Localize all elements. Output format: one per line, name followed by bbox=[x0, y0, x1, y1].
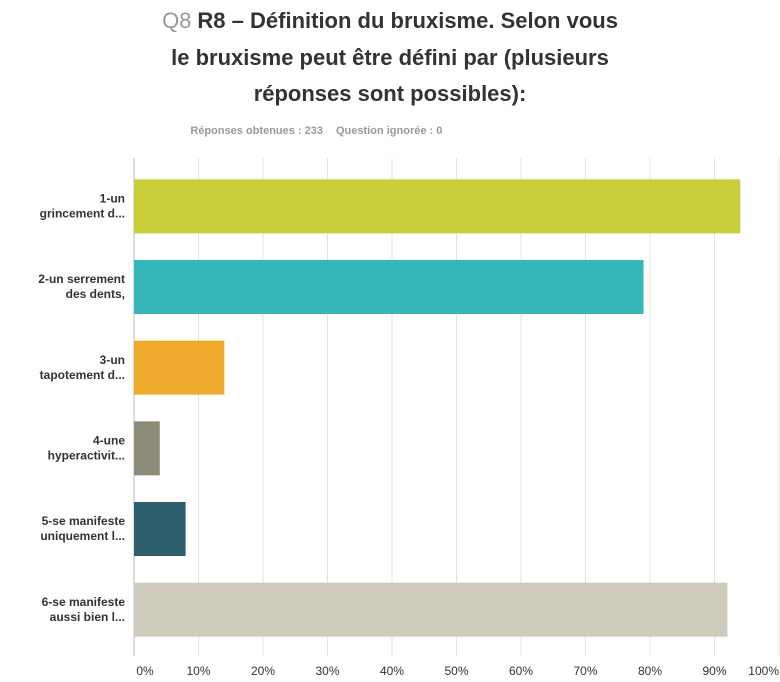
bar bbox=[134, 582, 728, 637]
y-tick-label: uniquement l... bbox=[40, 529, 125, 543]
x-tick-label: 20% bbox=[251, 664, 275, 678]
y-tick-label: 1-un bbox=[100, 192, 125, 206]
x-tick-label: 40% bbox=[380, 664, 404, 678]
subtitle: Réponses obtenues : 233 bbox=[190, 125, 323, 137]
bar bbox=[134, 421, 160, 476]
y-tick-label: 3-un bbox=[100, 353, 125, 367]
y-tick-label: aussi bien l... bbox=[50, 610, 125, 624]
x-tick-label: 80% bbox=[638, 664, 662, 678]
y-tick-label: des dents, bbox=[66, 287, 125, 301]
y-tick-label: grincement d... bbox=[40, 207, 125, 221]
chart-title: Q8 R8 – Définition du bruxisme. Selon vou… bbox=[162, 8, 618, 33]
x-tick-label: 60% bbox=[509, 664, 533, 678]
x-tick-label: 100% bbox=[748, 664, 779, 678]
y-tick-label: 6-se manifeste bbox=[42, 595, 126, 609]
x-tick-label: 50% bbox=[444, 664, 468, 678]
y-tick-label: tapotement d... bbox=[40, 368, 125, 382]
y-tick-label: 5-se manifeste bbox=[42, 514, 126, 528]
bar bbox=[134, 179, 741, 234]
title-line: R8 – Définition du bruxisme. Selon vous bbox=[197, 8, 618, 33]
x-tick-label: 70% bbox=[573, 664, 597, 678]
bar bbox=[134, 340, 225, 395]
title-line: le bruxisme peut être défini par (plusie… bbox=[171, 45, 609, 70]
x-tick-label: 0% bbox=[136, 664, 154, 678]
subtitle: Question ignorée : 0 bbox=[336, 125, 442, 137]
y-tick-label: hyperactivit... bbox=[48, 449, 125, 463]
question-number: Q8 bbox=[162, 8, 191, 33]
x-tick-label: 90% bbox=[702, 664, 726, 678]
x-tick-label: 10% bbox=[186, 664, 210, 678]
bar bbox=[134, 260, 644, 314]
title-line: réponses sont possibles): bbox=[254, 81, 527, 106]
bar bbox=[134, 502, 186, 556]
x-tick-label: 30% bbox=[315, 664, 339, 678]
y-tick-label: 4-une bbox=[93, 434, 125, 448]
y-tick-label: 2-un serrement bbox=[38, 272, 125, 286]
